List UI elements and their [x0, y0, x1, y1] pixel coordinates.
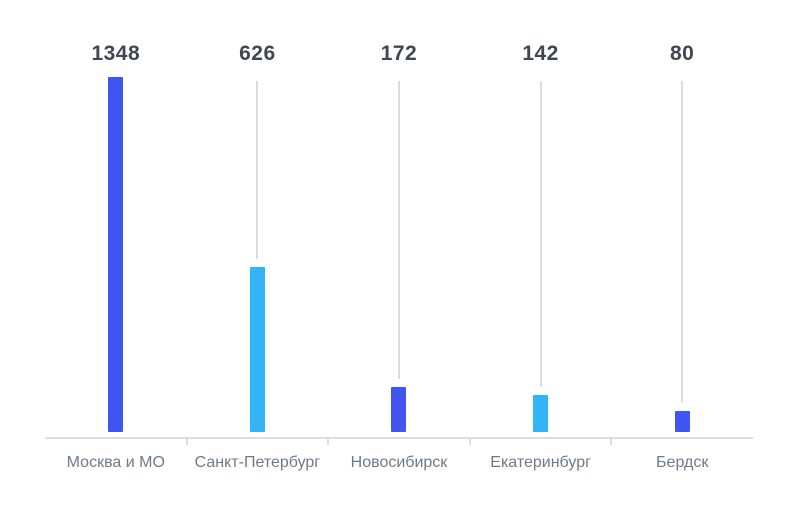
bar: [674, 411, 690, 432]
bar-value-label: 626: [239, 42, 276, 65]
guide-line: [256, 81, 259, 259]
chart-column: 626 Санкт-Петербург: [187, 0, 329, 520]
axis-tick: [610, 437, 613, 445]
category-label: Москва и МО: [66, 454, 165, 471]
chart-column: 142 Екатеринбург: [470, 0, 612, 520]
chart-column: 1348 Москва и МО: [45, 0, 187, 520]
bar: [108, 77, 124, 432]
category-label: Новосибирск: [350, 454, 448, 471]
bar-value-label: 1348: [91, 42, 141, 65]
guide-line: [681, 81, 684, 403]
axis-tick: [468, 437, 471, 445]
axis-tick: [185, 437, 188, 445]
bar-value-label: 172: [380, 42, 418, 65]
category-label: Бердск: [656, 454, 709, 471]
bar: [249, 267, 265, 432]
bar: [533, 395, 549, 432]
guide-line: [397, 81, 400, 379]
bar: [391, 387, 407, 432]
bar-value-label: 80: [670, 42, 695, 65]
category-label: Санкт-Петербург: [194, 454, 321, 471]
chart-column: 80 Бердск: [611, 0, 753, 520]
chart-column: 172 Новосибирск: [328, 0, 470, 520]
axis-tick: [327, 437, 330, 445]
x-axis-line: [45, 437, 753, 439]
bar-value-label: 142: [522, 42, 559, 65]
category-label: Екатеринбург: [490, 454, 591, 471]
guide-line: [539, 81, 542, 387]
